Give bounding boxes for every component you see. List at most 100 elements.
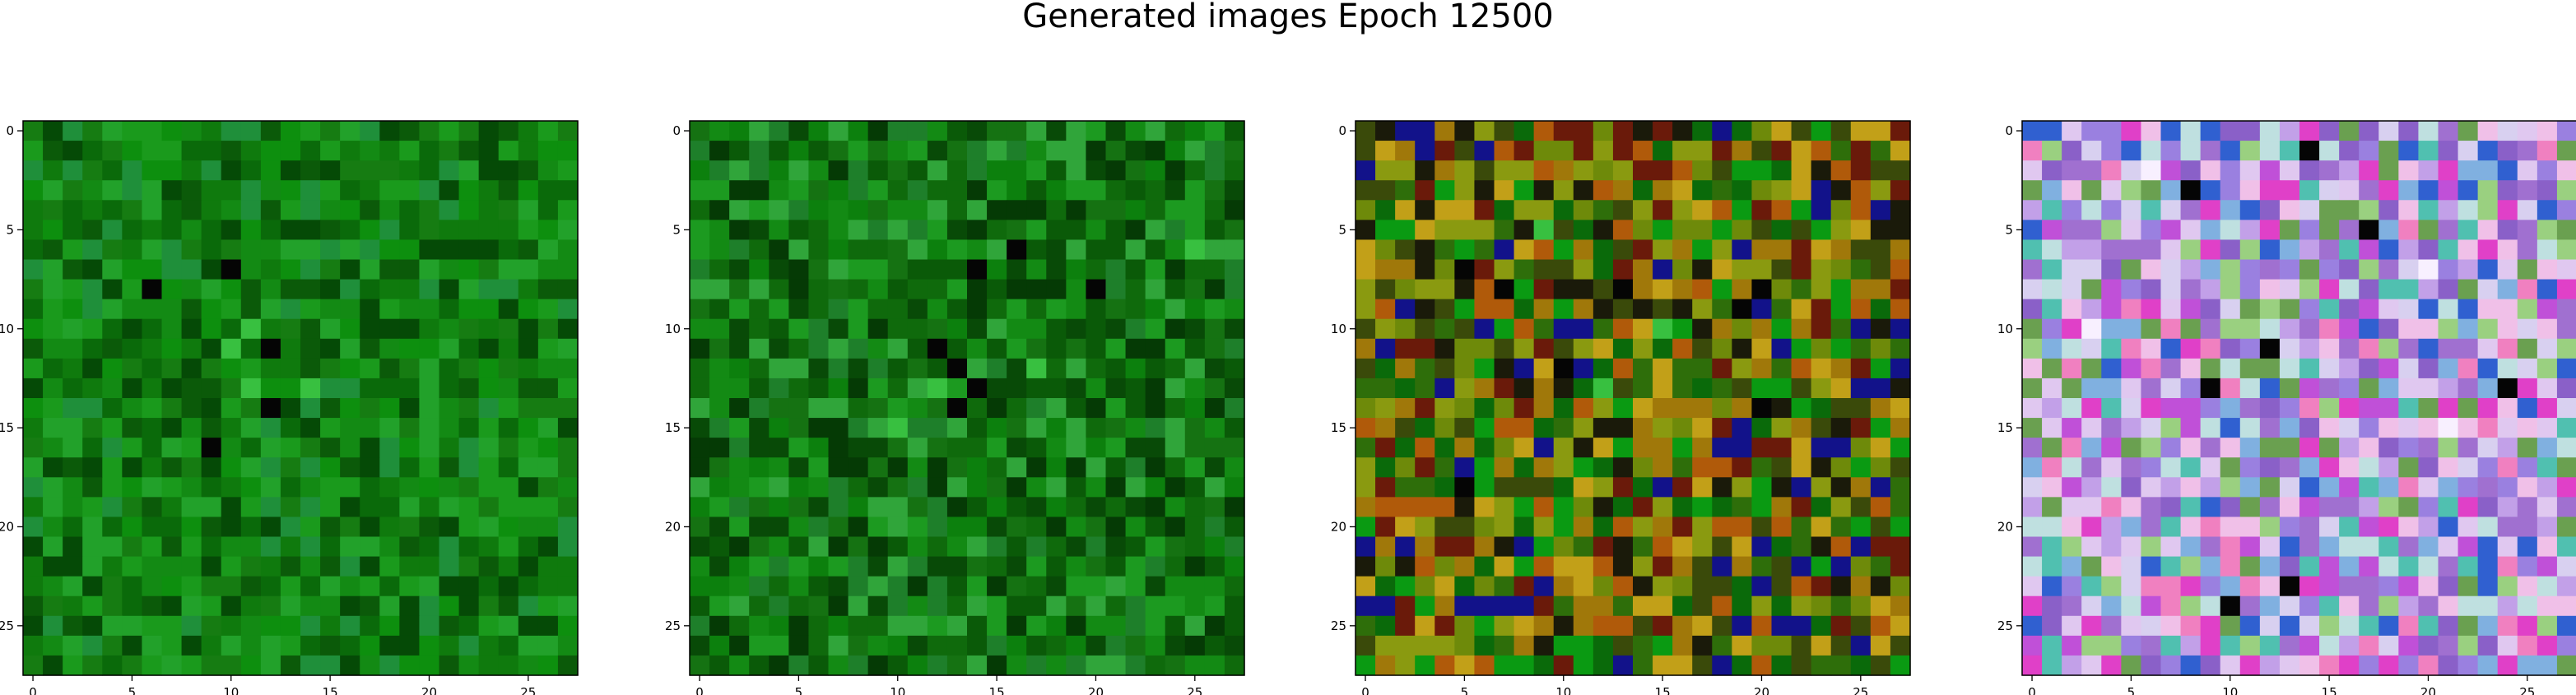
pixel-cell (1145, 239, 1166, 261)
pixel-cell (2477, 200, 2499, 220)
pixel-cell (1692, 477, 1713, 498)
pixel-cell (1494, 378, 1515, 399)
pixel-cell (557, 279, 579, 300)
pixel-cell (1474, 615, 1495, 637)
pixel-cell (161, 536, 183, 558)
pixel-cell (749, 121, 770, 141)
pixel-cell (2536, 595, 2558, 617)
pixel-cell (867, 418, 889, 438)
pixel-cell (201, 358, 222, 379)
pixel-cell (161, 279, 183, 300)
pixel-cell (2062, 239, 2082, 261)
pixel-cell (927, 635, 948, 656)
pixel-cell (498, 121, 519, 141)
pixel-cell (43, 378, 63, 399)
pixel-cell (399, 160, 421, 181)
pixel-cell (2279, 239, 2300, 261)
pixel-cell (142, 318, 163, 340)
pixel-cell (2359, 655, 2379, 676)
pixel-cell (300, 259, 321, 280)
pixel-cell (43, 477, 63, 498)
pixel-cell (1732, 595, 1753, 617)
pixel-cell (1830, 141, 1852, 161)
pixel-cell (1514, 200, 1535, 220)
pixel-cell (1593, 239, 1614, 261)
pixel-cell (181, 180, 202, 201)
pixel-cell (1204, 279, 1225, 300)
pixel-cell (2299, 200, 2320, 220)
pixel-cell (2259, 536, 2281, 558)
pixel-cell (1870, 595, 1891, 617)
pixel-cell (498, 338, 519, 359)
pixel-cell (1204, 378, 1225, 399)
pixel-cell (848, 220, 869, 241)
pixel-cell (63, 635, 83, 656)
pixel-cell (709, 655, 730, 676)
x-tick-label: 20 (421, 685, 437, 695)
pixel-cell (1553, 655, 1574, 676)
pixel-cell (63, 180, 83, 201)
pixel-cell (1771, 576, 1793, 597)
pixel-cell (1066, 517, 1087, 538)
pixel-cell (63, 259, 83, 280)
pixel-cell (788, 318, 810, 340)
pixel-cell (1355, 477, 1376, 498)
pixel-cell (828, 299, 849, 320)
pixel-cell (1224, 358, 1245, 379)
pixel-cell (2418, 160, 2439, 181)
pixel-cell (2081, 398, 2102, 419)
pixel-cell (1593, 457, 1614, 478)
pixel-cell (1434, 358, 1455, 379)
pixel-cell (2259, 141, 2281, 161)
pixel-cell (340, 398, 360, 419)
pixel-cell (1672, 615, 1693, 637)
pixel-cell (419, 635, 440, 656)
pixel-cell (2259, 457, 2281, 478)
pixel-cell (1712, 318, 1732, 340)
pixel-cell (967, 141, 988, 161)
pixel-cell (1105, 595, 1127, 617)
pixel-cell (2180, 141, 2202, 161)
pixel-cell (1811, 318, 1832, 340)
pixel-cell (1066, 378, 1087, 399)
pixel-cell (1533, 121, 1555, 141)
pixel-cell (63, 398, 83, 419)
pixel-cell (1355, 279, 1376, 300)
pixel-cell (300, 200, 321, 220)
pixel-cell (458, 536, 480, 558)
pixel-cell (498, 259, 519, 280)
pixel-cell (690, 576, 710, 597)
pixel-cell (1355, 438, 1376, 458)
pixel-cell (2497, 318, 2518, 340)
pixel-cell (1145, 477, 1166, 498)
pixel-cell (2062, 160, 2082, 181)
pixel-cell (1771, 497, 1793, 518)
pixel-cell (1791, 200, 1812, 220)
pixel-cell (1066, 121, 1087, 141)
pixel-cell (2477, 635, 2499, 656)
pixel-cell (1672, 141, 1693, 161)
pixel-cell (1514, 220, 1535, 241)
pixel-cell (2279, 121, 2300, 141)
pixel-cell (1890, 477, 1911, 498)
pixel-cell (1791, 121, 1812, 141)
pixel-cell (498, 180, 519, 201)
pixel-cell (2378, 556, 2399, 577)
pixel-cell (1026, 477, 1047, 498)
pixel-cell (320, 338, 341, 359)
pixel-cell (1692, 200, 1713, 220)
pixel-cell (2378, 338, 2399, 359)
pixel-cell (2556, 358, 2576, 379)
pixel-cell (1672, 655, 1693, 676)
pixel-cell (2299, 121, 2320, 141)
pixel-cell (1830, 477, 1852, 498)
pixel-cell (1633, 635, 1653, 656)
pixel-cell (946, 517, 968, 538)
pixel-cell (161, 338, 183, 359)
pixel-cell (1771, 220, 1793, 241)
pixel-cell (848, 318, 869, 340)
pixel-cell (1573, 536, 1594, 558)
pixel-cell (2378, 180, 2399, 201)
pixel-cell (1145, 141, 1166, 161)
pixel-cell (1026, 279, 1047, 300)
